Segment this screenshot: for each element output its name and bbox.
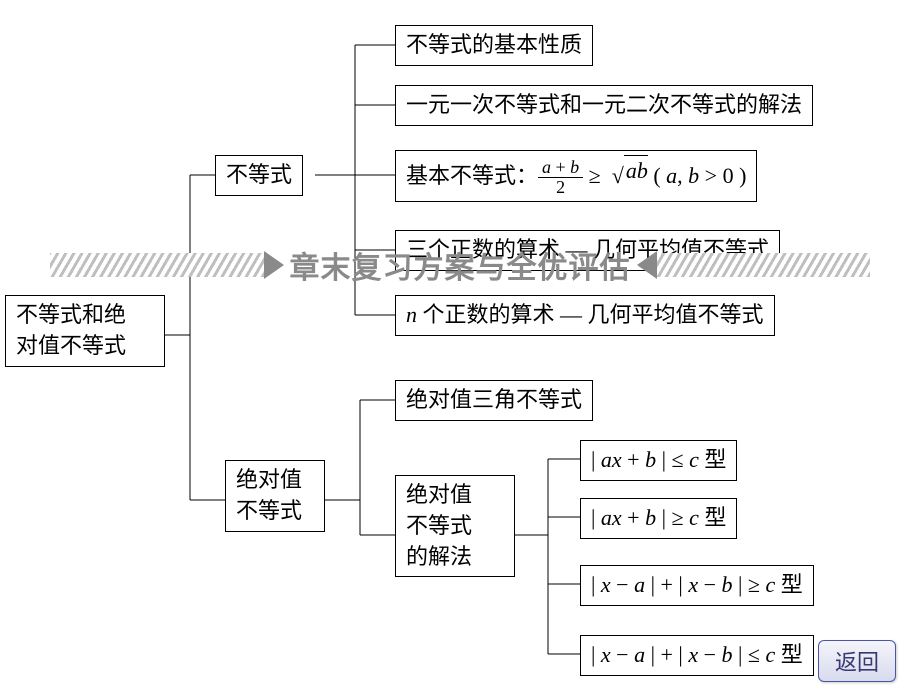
node-c4-label: 三个正数的算术 — 几何平均值不等式 [406,237,769,262]
node-c2-label: 一元一次不等式和一元二次不等式的解法 [406,92,802,117]
node-s3: | x − a | + | x − b | ≥ c 型 [580,565,814,606]
node-s2: | ax + b | ≥ c 型 [580,498,737,539]
node-abs-line1: 绝对值 [236,467,302,492]
node-a1-label: 绝对值三角不等式 [406,387,582,412]
node-a2-line2: 不等式 [406,513,472,538]
node-root: 不等式和绝 对值不等式 [5,295,165,367]
node-abs-line2: 不等式 [236,498,302,523]
node-c3-label: 基本不等式：a + b2 ≥ √ab ( a, b > 0 ) [406,163,746,188]
diagram-canvas: 不等式和绝 对值不等式 不等式 绝对值 不等式 不等式的基本性质 一元一次不等式… [0,0,920,690]
node-c4: 三个正数的算术 — 几何平均值不等式 [395,230,780,271]
node-c5-label: n 个正数的算术 — 几何平均值不等式 [406,302,764,327]
node-a2: 绝对值 不等式 的解法 [395,475,515,577]
node-s4: | x − a | + | x − b | ≤ c 型 [580,635,814,676]
node-s2-label: | ax + b | ≥ c 型 [591,505,726,530]
node-root-line1: 不等式和绝 [16,302,126,327]
node-c3: 基本不等式：a + b2 ≥ √ab ( a, b > 0 ) [395,150,757,202]
diamond-left-icon [264,251,284,279]
node-c1: 不等式的基本性质 [395,25,593,66]
node-abs: 绝对值 不等式 [225,460,325,532]
node-ineq: 不等式 [215,155,303,196]
node-s3-label: | x − a | + | x − b | ≥ c 型 [591,572,803,597]
node-s1: | ax + b | ≤ c 型 [580,440,737,481]
return-button-label: 返回 [835,650,879,675]
node-a1: 绝对值三角不等式 [395,380,593,421]
node-a2-line3: 的解法 [406,544,472,569]
node-ineq-label: 不等式 [226,162,292,187]
node-c2: 一元一次不等式和一元二次不等式的解法 [395,85,813,126]
node-root-line2: 对值不等式 [16,333,126,358]
node-c1-label: 不等式的基本性质 [406,32,582,57]
node-a2-line1: 绝对值 [406,482,472,507]
node-s1-label: | ax + b | ≤ c 型 [591,447,726,472]
node-s4-label: | x − a | + | x − b | ≤ c 型 [591,642,803,667]
return-button[interactable]: 返回 [818,640,896,682]
node-c5: n 个正数的算术 — 几何平均值不等式 [395,295,775,336]
